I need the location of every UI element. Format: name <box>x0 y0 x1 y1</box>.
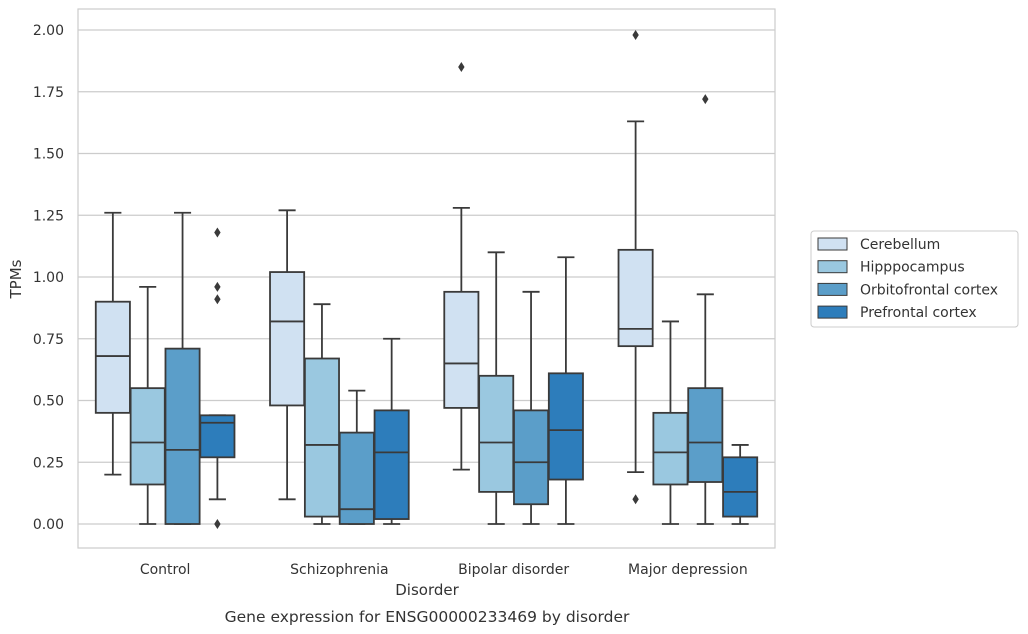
chart-title: Gene expression for ENSG00000233469 by d… <box>225 608 630 626</box>
y-tick-label: 1.75 <box>33 85 64 101</box>
outlier-point <box>214 281 221 292</box>
box-series <box>94 29 759 529</box>
box-body <box>199 414 236 459</box>
legend-label: Prefrontal cortex <box>860 305 977 321</box>
box-body <box>269 271 306 407</box>
box <box>303 303 340 525</box>
box <box>547 256 584 525</box>
box <box>652 320 689 525</box>
box-body <box>443 290 480 409</box>
y-tick-label: 0.25 <box>33 455 64 471</box>
outlier-point <box>214 294 221 305</box>
y-tick-label: 1.00 <box>33 270 64 286</box>
box-body <box>94 300 131 414</box>
box-body <box>687 387 724 483</box>
box <box>94 211 131 476</box>
outlier-point <box>632 494 639 505</box>
y-tick-label: 2.00 <box>33 23 64 39</box>
legend: Cerebellum Hipppocampus Orbitofrontal cort… <box>810 230 1019 328</box>
box <box>338 389 375 525</box>
box-body <box>478 374 515 493</box>
y-tick-label: 0.00 <box>33 517 64 533</box>
y-tick-label: 1.50 <box>33 147 64 163</box>
box <box>722 444 759 525</box>
y-axis-title: TPMs <box>7 259 25 299</box>
box <box>443 62 480 471</box>
outlier-point <box>214 519 221 529</box>
box-body <box>652 411 689 486</box>
legend-frame <box>810 230 1019 328</box>
plot-frame <box>77 8 776 549</box>
x-tick-label: Major depression <box>628 562 748 578</box>
box <box>373 337 410 525</box>
legend-label: Orbitofrontal cortex <box>860 282 998 298</box>
legend-label: Hipppocampus <box>860 260 965 276</box>
outlier-point <box>214 227 221 238</box>
legend-swatch <box>817 260 848 274</box>
box <box>129 285 166 525</box>
box <box>164 211 201 525</box>
box <box>513 290 550 525</box>
x-tick-labels: Control Schizophrenia Bipolar disorder Majo… <box>140 562 748 578</box>
box-body <box>513 409 550 506</box>
x-tick-label: Control <box>140 562 191 578</box>
y-tick-label: 0.75 <box>33 332 64 348</box>
x-tick-label: Bipolar disorder <box>458 562 569 578</box>
box-body <box>303 357 340 518</box>
box <box>617 29 654 505</box>
legend-label: Cerebellum <box>860 237 940 253</box>
y-tick-label: 1.25 <box>33 208 64 224</box>
box <box>269 209 306 501</box>
box <box>687 94 724 525</box>
box <box>478 251 515 525</box>
box-body <box>164 347 201 525</box>
outlier-point <box>702 94 709 105</box>
box-body <box>129 387 166 486</box>
legend-swatch <box>817 237 848 251</box>
x-axis-title: Disorder <box>395 581 459 599</box>
legend-swatch <box>817 305 848 319</box>
legend-swatch <box>817 282 848 296</box>
box-body <box>373 409 410 520</box>
y-tick-label: 0.50 <box>33 394 64 410</box>
box <box>199 227 236 529</box>
x-tick-label: Schizophrenia <box>290 562 388 578</box>
y-tick-labels: 0.00 0.25 0.50 0.75 1.00 1.25 1.50 1.75 2.00 <box>33 23 64 533</box>
outlier-point <box>458 62 465 73</box>
box-body <box>617 248 654 348</box>
box-body <box>722 456 759 518</box>
box-body <box>338 431 375 525</box>
outlier-point <box>632 29 639 40</box>
box-body <box>547 372 584 481</box>
